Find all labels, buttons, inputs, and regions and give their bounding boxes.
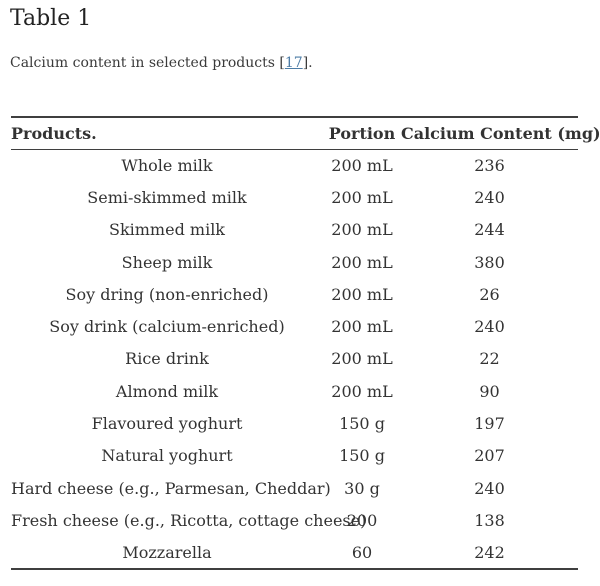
column-header-products: Products. [11,116,323,150]
portion-cell: 200 mL [331,155,393,175]
portion-cell: 200 mL [331,317,393,337]
table-row: Semi-skimmed milk 200 mL 240 [11,181,578,213]
calcium-cell: 22 [479,349,500,369]
table-row: Mozzarella 60 242 [11,536,578,570]
caption-text-suffix: ]. [302,55,313,71]
table-row: Soy drink (calcium-enriched) 200 mL 240 [11,310,578,342]
product-cell: Skimmed milk [108,220,225,240]
table-row: Rice drink 200 mL 22 [11,343,578,375]
calcium-cell: 26 [479,284,500,304]
product-cell: Mozzarella [11,536,323,570]
table-row: Whole milk 200 mL 236 [11,149,578,181]
table-row: Soy dring (non-enriched) 200 mL 26 [11,278,578,310]
table-header-row: Products. Portion Calcium Content (mg) [11,116,600,150]
table-caption: Calcium content in selected products [17… [10,54,588,72]
product-cell: Sheep milk [121,252,213,272]
product-cell: Soy dring (non-enriched) [65,284,269,304]
calcium-cell: 240 [474,187,505,207]
portion-cell: 200 [346,510,378,530]
product-cell: Rice drink [125,349,209,369]
calcium-cell: 244 [474,220,505,240]
calcium-cell: 138 [474,510,505,530]
calcium-cell: 90 [479,381,500,401]
portion-cell: 200 mL [331,381,393,401]
table-row: Fresh cheese (e.g., Ricotta, cottage che… [11,504,578,536]
table-row: Skimmed milk 200 mL 244 [11,214,578,246]
portion-cell: 200 mL [331,220,393,240]
calcium-cell: 207 [474,446,505,466]
portion-cell: 150 g [339,414,385,434]
product-cell: Hard cheese (e.g., Parmesan, Cheddar) [11,478,331,498]
calcium-cell: 240 [474,317,505,337]
portion-cell: 200 mL [331,252,393,272]
column-header-calcium: Calcium Content (mg) [401,116,600,150]
portion-cell: 30 g [344,478,380,498]
table-row: Natural yoghurt 150 g 207 [11,440,578,472]
portion-cell: 200 mL [331,284,393,304]
table-title: Table 1 [10,6,92,31]
table-row: Sheep milk 200 mL 380 [11,246,578,278]
portion-cell: 200 mL [331,187,393,207]
calcium-cell: 240 [474,478,505,498]
calcium-cell: 242 [401,536,578,570]
table-row: Flavoured yoghurt 150 g 197 [11,407,578,439]
caption-text-prefix: Calcium content in selected products [ [10,55,285,71]
article-table-section: Table 1 Calcium content in selected prod… [10,6,600,570]
product-cell: Soy drink (calcium-enriched) [49,317,285,337]
table-row: Hard cheese (e.g., Parmesan, Cheddar) 30 … [11,472,578,504]
table-row: Almond milk 200 mL 90 [11,375,578,407]
calcium-cell: 236 [474,155,505,175]
product-cell: Fresh cheese (e.g., Ricotta, cottage che… [11,510,367,530]
product-cell: Whole milk [121,155,213,175]
product-cell: Flavoured yoghurt [91,414,243,434]
reference-link[interactable]: 17 [284,55,303,71]
calcium-cell: 197 [474,414,505,434]
product-cell: Natural yoghurt [101,446,233,466]
product-cell: Almond milk [115,381,219,401]
portion-cell: 60 [323,536,401,570]
column-header-portion: Portion [323,116,401,150]
portion-cell: 150 g [339,446,385,466]
table-body: Whole milk 200 mL 236 Semi-skimmed milk 200 … [11,149,578,570]
calcium-content-table: Products. Portion Calcium Content (mg) W… [11,116,600,570]
calcium-cell: 380 [474,252,505,272]
portion-cell: 200 mL [331,349,393,369]
product-cell: Semi-skimmed milk [87,187,247,207]
